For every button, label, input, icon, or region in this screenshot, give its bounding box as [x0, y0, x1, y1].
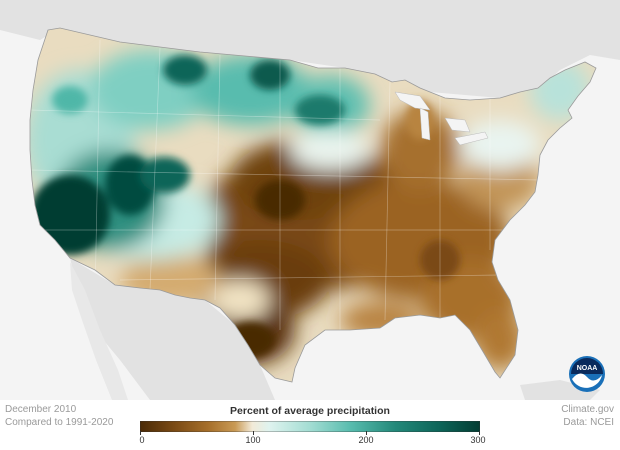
mexico-landmass [70, 258, 275, 400]
legend-tick-label: 300 [470, 435, 486, 445]
lake-huron [444, 117, 471, 133]
legend-title: Percent of average precipitation [230, 405, 390, 417]
legend-tick-label: 100 [245, 435, 261, 445]
map-credits: Climate.gov Data: NCEI [561, 403, 614, 429]
legend-tick-mark [140, 431, 141, 435]
lake-michigan [419, 107, 431, 141]
map-svg [0, 0, 620, 400]
legend-color-bar [140, 421, 480, 432]
canada-landmass [0, 0, 620, 98]
legend-tick-mark [253, 431, 254, 435]
legend-tick-label: 200 [358, 435, 374, 445]
credit-site: Climate.gov [561, 404, 614, 415]
legend-tick-mark [366, 431, 367, 435]
map-footer: December 2010 Compared to 1991-2020 Clim… [0, 400, 620, 450]
noaa-logo-text: NOAA [577, 365, 598, 372]
baseline-label: Compared to 1991-2020 [5, 417, 114, 428]
precipitation-map [0, 0, 620, 400]
legend-tick-label: 0 [139, 435, 145, 445]
map-caption: December 2010 Compared to 1991-2020 [5, 403, 113, 429]
noaa-logo: NOAA [569, 356, 605, 392]
legend-tick-mark [479, 431, 480, 435]
period-label: December 2010 [5, 404, 77, 415]
baja-landmass [70, 262, 128, 400]
credit-data: Data: NCEI [563, 417, 614, 428]
lake-erie [454, 131, 489, 146]
